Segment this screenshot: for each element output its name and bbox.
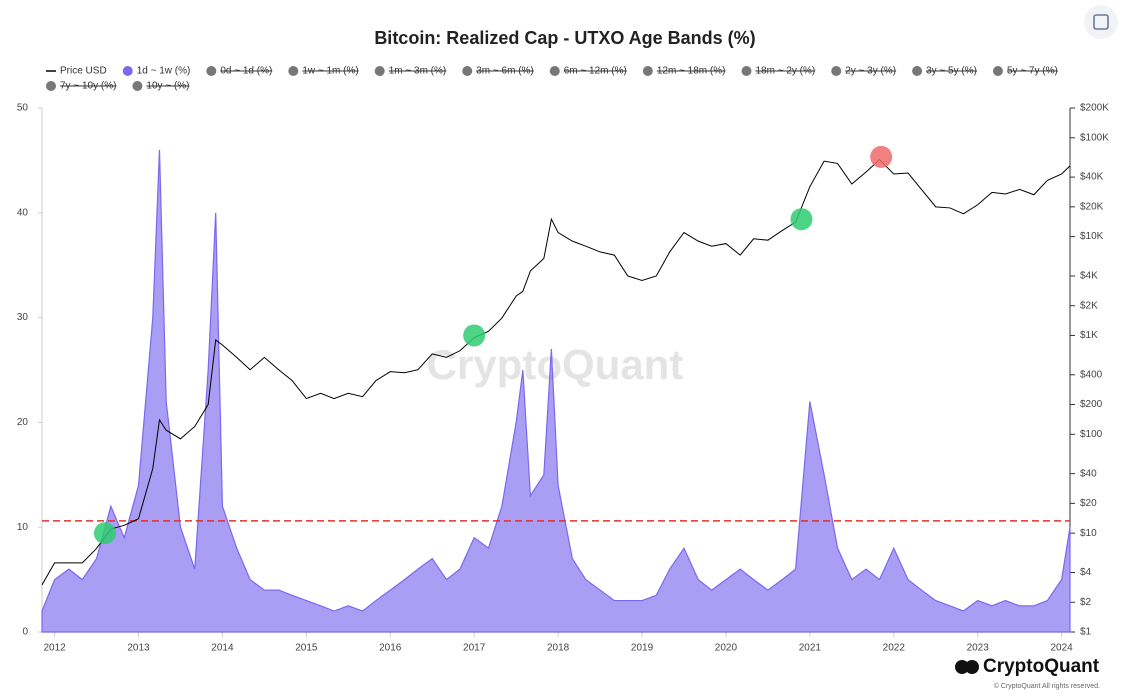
y2-tick-label: $4 bbox=[1080, 567, 1092, 578]
x-tick-label: 2021 bbox=[799, 643, 822, 654]
y2-tick-label: $2K bbox=[1080, 300, 1098, 311]
legend-swatch bbox=[912, 66, 923, 76]
y2-tick-label: $10 bbox=[1080, 528, 1097, 539]
y2-tick-label: $100 bbox=[1080, 429, 1103, 440]
legend-item[interactable]: 12m ~ 18m (%) bbox=[642, 66, 726, 77]
watermark: CryptoQuant bbox=[427, 341, 684, 388]
x-tick-label: 2018 bbox=[547, 643, 570, 654]
x-tick-label: 2022 bbox=[883, 643, 906, 654]
legend-label: 7y ~ 10y (%) bbox=[60, 81, 116, 92]
legend-swatch bbox=[132, 81, 143, 91]
y-tick-label: 20 bbox=[17, 417, 29, 428]
logo-icon bbox=[965, 660, 979, 674]
legend-label: 10y ~ (%) bbox=[146, 81, 189, 92]
area bbox=[41, 149, 1071, 633]
legend-item[interactable]: 6m ~ 12m (%) bbox=[549, 66, 627, 77]
legend-item[interactable]: 1d ~ 1w (%) bbox=[122, 66, 191, 77]
legend-label: 1m ~ 3m (%) bbox=[389, 66, 447, 77]
legend-label: 18m ~ 2y (%) bbox=[755, 66, 815, 77]
legend-label: Price USD bbox=[60, 66, 107, 77]
y-tick-label: 40 bbox=[17, 207, 29, 218]
legend-swatch bbox=[46, 81, 56, 91]
x-tick-label: 2013 bbox=[127, 643, 150, 654]
y-tick-label: 30 bbox=[17, 312, 29, 323]
legend-swatch bbox=[462, 66, 473, 76]
y2-tick-label: $1K bbox=[1080, 330, 1098, 341]
footer-logo bbox=[955, 660, 979, 674]
legend-swatch bbox=[374, 66, 385, 76]
legend-swatch bbox=[549, 66, 560, 76]
legend-label: 6m ~ 12m (%) bbox=[564, 66, 627, 77]
y2-tick-label: $200K bbox=[1080, 103, 1109, 114]
y-tick-label: 0 bbox=[22, 627, 28, 638]
legend-swatch bbox=[288, 66, 299, 76]
legend-item[interactable]: 3y ~ 5y (%) bbox=[912, 66, 977, 77]
y2-tick-label: $20K bbox=[1080, 201, 1104, 212]
legend-item[interactable]: 1m ~ 3m (%) bbox=[374, 66, 447, 77]
y2-tick-label: $2 bbox=[1080, 597, 1092, 608]
legend-label: 0d ~ 1d (%) bbox=[220, 66, 272, 77]
legend-swatch bbox=[642, 66, 653, 76]
highlight-marker bbox=[463, 324, 486, 347]
y2-tick-label: $200 bbox=[1080, 399, 1103, 410]
x-tick-label: 2020 bbox=[715, 643, 738, 654]
y2-tick-label: $40K bbox=[1080, 172, 1104, 183]
y2-tick-label: $40 bbox=[1080, 468, 1097, 479]
button-bg[interactable] bbox=[1084, 5, 1118, 39]
legend-swatch bbox=[206, 66, 217, 76]
x-tick-label: 2023 bbox=[967, 643, 990, 654]
y2-tick-label: $10K bbox=[1080, 231, 1104, 242]
y-tick-label: 50 bbox=[17, 103, 29, 114]
legend-label: 1d ~ 1w (%) bbox=[137, 66, 191, 77]
legend-label: 12m ~ 18m (%) bbox=[657, 66, 726, 77]
y2-tick-label: $4K bbox=[1080, 271, 1098, 282]
legend-item[interactable]: 1w ~ 1m (%) bbox=[288, 66, 359, 77]
x-tick-label: 2012 bbox=[43, 643, 66, 654]
legend-item[interactable]: 3m ~ 6m (%) bbox=[462, 66, 534, 77]
price-line bbox=[41, 158, 1071, 586]
legend-item[interactable]: 5y ~ 7y (%) bbox=[992, 66, 1058, 77]
legend-swatch bbox=[992, 66, 1003, 76]
x-tick-label: 2017 bbox=[463, 643, 486, 654]
x-tick-label: 2015 bbox=[295, 643, 318, 654]
legend-label: 2y ~ 3y (%) bbox=[845, 66, 896, 77]
button-icon[interactable] bbox=[1093, 14, 1109, 30]
legend-label: 3y ~ 5y (%) bbox=[926, 66, 977, 77]
legend-label: 1w ~ 1m (%) bbox=[302, 66, 358, 77]
footer-note: © CryptoQuant All rights reserved. bbox=[994, 682, 1100, 690]
x-tick-label: 2019 bbox=[631, 643, 654, 654]
y2-tick-label: $100K bbox=[1080, 132, 1109, 143]
legend-label: 5y ~ 7y (%) bbox=[1007, 66, 1058, 77]
legend-swatch bbox=[122, 66, 133, 76]
x-tick-label: 2014 bbox=[211, 643, 234, 654]
legend-swatch bbox=[831, 66, 842, 76]
chart-title: Bitcoin: Realized Cap - UTXO Age Bands (… bbox=[374, 28, 755, 48]
x-tick-label: 2024 bbox=[1050, 643, 1073, 654]
legend-item[interactable]: 18m ~ 2y (%) bbox=[741, 66, 815, 77]
footer-brand: CryptoQuant bbox=[983, 656, 1100, 677]
y2-tick-label: $1 bbox=[1080, 627, 1092, 638]
highlight-marker bbox=[93, 522, 116, 545]
legend-item[interactable]: 7y ~ 10y (%) bbox=[46, 81, 116, 92]
y-tick-label: 10 bbox=[17, 522, 29, 533]
legend-item[interactable]: 2y ~ 3y (%) bbox=[831, 66, 896, 77]
legend-label: 3m ~ 6m (%) bbox=[476, 66, 534, 77]
legend-item[interactable]: Price USD bbox=[46, 66, 107, 77]
legend-item[interactable]: 10y ~ (%) bbox=[132, 81, 190, 92]
expand-button[interactable] bbox=[1084, 5, 1118, 39]
legend-swatch bbox=[741, 66, 752, 76]
y2-tick-label: $400 bbox=[1080, 369, 1103, 380]
highlight-marker bbox=[790, 208, 813, 231]
y2-tick-label: $20 bbox=[1080, 498, 1097, 509]
x-tick-label: 2016 bbox=[379, 643, 402, 654]
highlight-marker bbox=[870, 145, 893, 168]
legend-item[interactable]: 0d ~ 1d (%) bbox=[206, 66, 272, 77]
logo-icon bbox=[955, 660, 969, 674]
